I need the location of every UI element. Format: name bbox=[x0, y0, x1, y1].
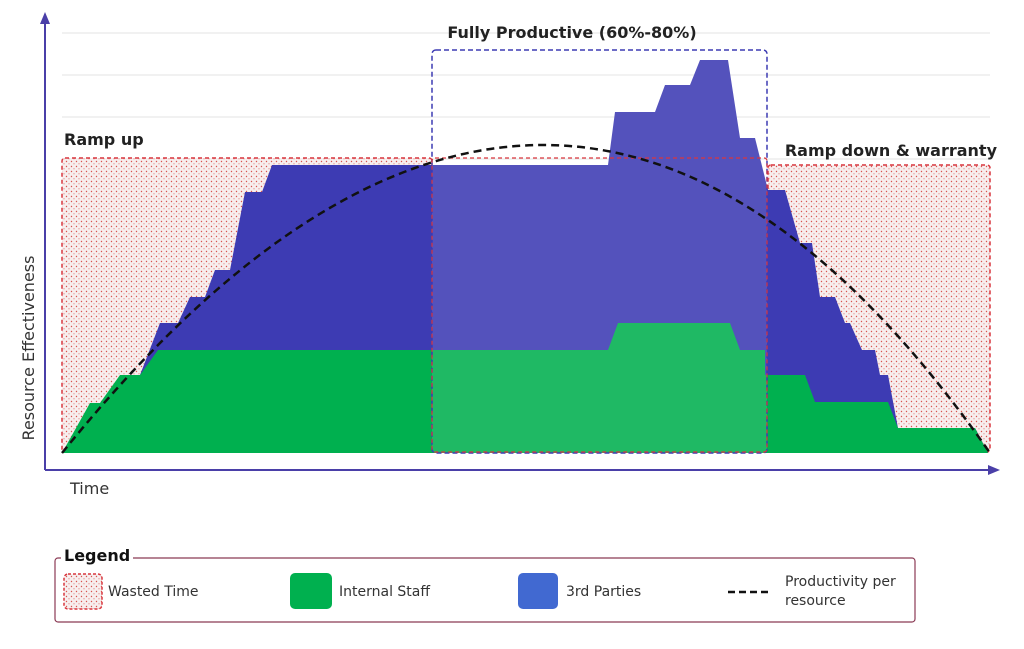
legend-label: Productivity per resource bbox=[785, 574, 896, 609]
annotation: Fully Productive (60%-80%) bbox=[447, 23, 696, 42]
annotation: Ramp down & warranty bbox=[785, 141, 998, 160]
x-axis-label: Time bbox=[69, 479, 109, 498]
y-axis-label: Resource Effectiveness bbox=[19, 256, 38, 441]
legend-title-bg bbox=[61, 545, 133, 565]
legend-label: Wasted Time bbox=[108, 584, 199, 600]
legend-swatch bbox=[63, 573, 103, 610]
annotation: Ramp up bbox=[64, 130, 144, 149]
legend-label: 3rd Parties bbox=[566, 584, 641, 600]
ramp-up-edge bbox=[431, 157, 768, 453]
legend-title: Legend bbox=[64, 546, 130, 565]
legend-swatch bbox=[518, 573, 558, 609]
internal-staff-area bbox=[62, 323, 988, 453]
fully-productive-zone bbox=[431, 49, 768, 454]
legend-swatch bbox=[290, 573, 332, 609]
legend-label: Internal Staff bbox=[339, 584, 430, 600]
productivity-curve bbox=[61, 143, 992, 454]
axes bbox=[40, 12, 1000, 475]
legend-box bbox=[54, 557, 916, 623]
